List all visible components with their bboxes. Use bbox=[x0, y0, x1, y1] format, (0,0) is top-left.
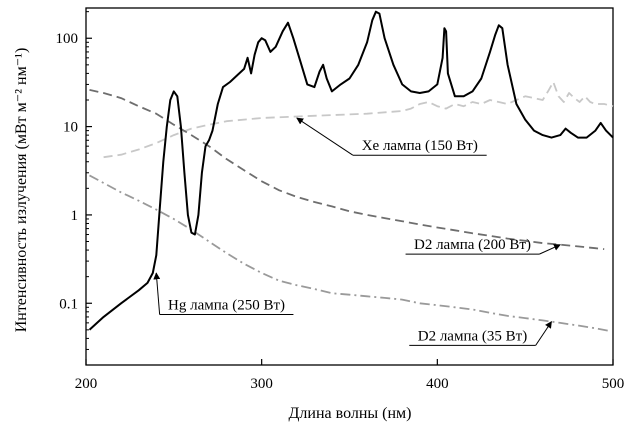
annotation-arrow-1 bbox=[153, 272, 161, 315]
annotation-label-2: Xe лампа (150 Вт) bbox=[362, 138, 478, 154]
annotation-label-4: D2 лампа (35 Вт) bbox=[418, 328, 527, 344]
y-tick-label: 100 bbox=[56, 31, 79, 47]
y-tick-label: 1 bbox=[71, 208, 79, 224]
plot-frame bbox=[85, 7, 614, 366]
annotation-label-3: D2 лампа (200 Вт) bbox=[414, 237, 531, 253]
series-line-4 bbox=[89, 174, 608, 332]
series-layer bbox=[88, 10, 614, 332]
annotation-arrow-2 bbox=[296, 117, 354, 156]
annotation-arrow-4 bbox=[535, 321, 552, 346]
x-tick-label: 200 bbox=[75, 376, 98, 392]
ticks-layer: 200 300 400 500 0.1 1 10 100 bbox=[56, 11, 625, 392]
annotation-label-1: Hg лампа (250 Вт) bbox=[168, 297, 285, 313]
series-line-3 bbox=[89, 89, 605, 250]
annotation-arrow-3 bbox=[539, 244, 561, 255]
x-axis-label: Длина волны (нм) bbox=[289, 405, 412, 422]
x-tick-label: 300 bbox=[250, 376, 273, 392]
annotation-layer: Hg лампа (250 Вт) Xe лампа (150 Вт) D2 лам… bbox=[153, 117, 561, 346]
y-axis-label: Интенсивность излучения (мВт м⁻² нм⁻¹) bbox=[13, 48, 30, 333]
x-tick-label: 400 bbox=[426, 376, 449, 392]
y-tick-label: 10 bbox=[63, 120, 78, 136]
y-tick-label: 0.1 bbox=[59, 296, 78, 312]
series-line-1 bbox=[88, 10, 614, 331]
x-tick-label: 500 bbox=[602, 376, 625, 392]
series-line-2 bbox=[103, 81, 614, 159]
